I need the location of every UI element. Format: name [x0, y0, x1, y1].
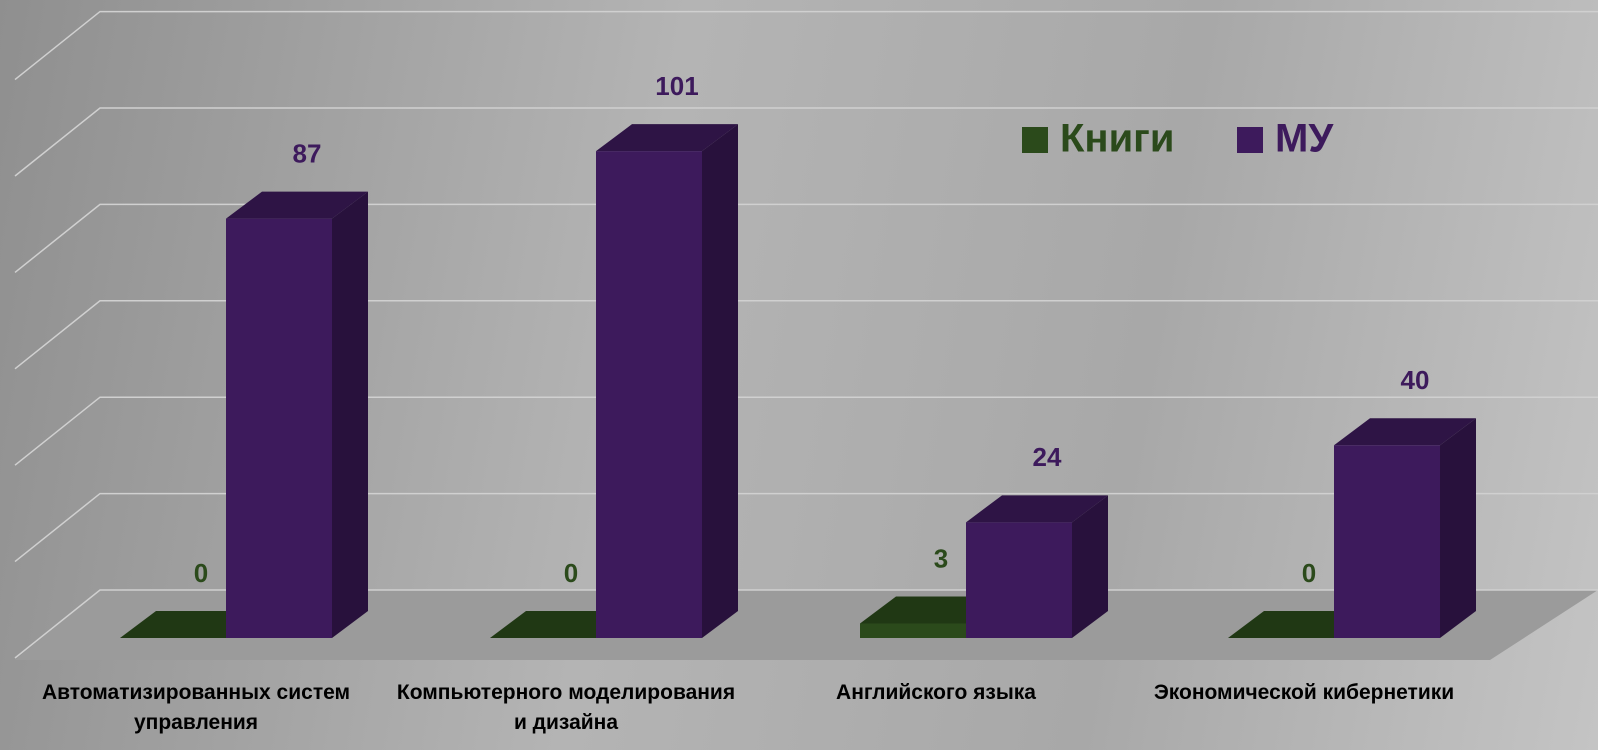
- bar: [596, 124, 738, 639]
- data-label: 24: [1033, 442, 1062, 472]
- legend-label: МУ: [1275, 117, 1334, 161]
- grid-line: [14, 203, 1598, 273]
- legend-swatch: [1022, 127, 1048, 153]
- bar-face: [1440, 418, 1476, 638]
- data-label: 87: [293, 139, 322, 169]
- grid-line: [14, 300, 1598, 370]
- bar-face: [860, 623, 966, 638]
- x-tick-label: Автоматизированных систем управления: [41, 681, 351, 734]
- x-tick-label: Экономической кибернетики: [1153, 681, 1455, 704]
- data-label: 3: [934, 543, 948, 573]
- data-label: 40: [1401, 365, 1430, 395]
- grid-line: [14, 492, 1598, 563]
- grid-line: [14, 107, 1598, 177]
- grid-line: [14, 10, 1598, 81]
- bar-face: [1072, 495, 1108, 638]
- bar-face: [966, 495, 1108, 523]
- legend-label: Книги: [1060, 117, 1174, 161]
- bar-face: [226, 218, 332, 638]
- data-label: 0: [194, 558, 208, 588]
- bar-face: [1334, 445, 1440, 638]
- bar: [966, 495, 1108, 638]
- x-tick-label: Английского языка: [836, 681, 1036, 704]
- data-label: 0: [1302, 558, 1316, 588]
- bar-face: [966, 522, 1072, 638]
- bar: [226, 191, 368, 638]
- x-tick-label: Компьютерного моделирования и дизайна: [396, 681, 736, 734]
- bar-face: [332, 191, 368, 638]
- data-label: 101: [655, 71, 698, 101]
- bar-face: [596, 124, 738, 152]
- bar-face: [702, 124, 738, 639]
- bar: [1334, 418, 1476, 638]
- grid-line: [14, 396, 1598, 466]
- bar-face: [1334, 418, 1476, 446]
- bar-face: [226, 191, 368, 219]
- floor: [15, 590, 1598, 660]
- legend-swatch: [1237, 127, 1263, 153]
- data-label: 0: [564, 558, 578, 588]
- bar-face: [596, 151, 702, 638]
